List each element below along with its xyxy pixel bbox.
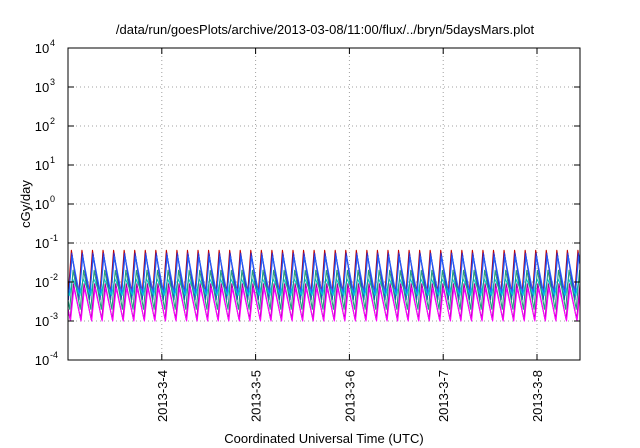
y-tick-label: 10 (35, 80, 49, 95)
x-tick-label: 2013-3-5 (249, 370, 264, 422)
x-axis-label: Coordinated Universal Time (UTC) (224, 431, 423, 446)
x-tick-label: 2013-3-8 (530, 370, 545, 422)
y-tick-exponent: 0 (50, 194, 55, 204)
y-tick-exponent: -4 (50, 350, 58, 360)
y-tick-label: 10 (35, 236, 49, 251)
series-line (68, 287, 580, 322)
y-tick-label: 10 (35, 119, 49, 134)
y-tick-exponent: -2 (50, 272, 58, 282)
y-tick-exponent: 1 (50, 155, 55, 165)
x-tick-label: 2013-3-7 (436, 370, 451, 422)
x-tick-label: 2013-3-6 (342, 370, 357, 422)
y-tick-exponent: -3 (50, 311, 58, 321)
y-tick-exponent: 3 (50, 77, 55, 87)
y-tick-exponent: 2 (50, 116, 55, 126)
series-line (68, 283, 580, 320)
y-tick-exponent: -1 (50, 233, 58, 243)
y-tick-exponent: 4 (50, 38, 55, 48)
series-group (68, 249, 580, 322)
y-tick-label: 10 (35, 314, 49, 329)
y-tick-label: 10 (35, 41, 49, 56)
y-axis-label: cGy/day (18, 180, 33, 228)
x-axis: 2013-3-4 2013-3-5 2013-3-6 2013-3-7 2013-3-8 (155, 48, 545, 422)
series-line (68, 255, 580, 295)
chart-title: /data/run/goesPlots/archive/2013-03-08/1… (116, 22, 535, 37)
x-tick-label: 2013-3-4 (155, 370, 170, 422)
y-tick-label: 10 (35, 353, 49, 368)
series-line (68, 269, 580, 310)
y-tick-label: 10 (35, 275, 49, 290)
y-tick-label: 10 (35, 158, 49, 173)
y-tick-label: 10 (35, 197, 49, 212)
